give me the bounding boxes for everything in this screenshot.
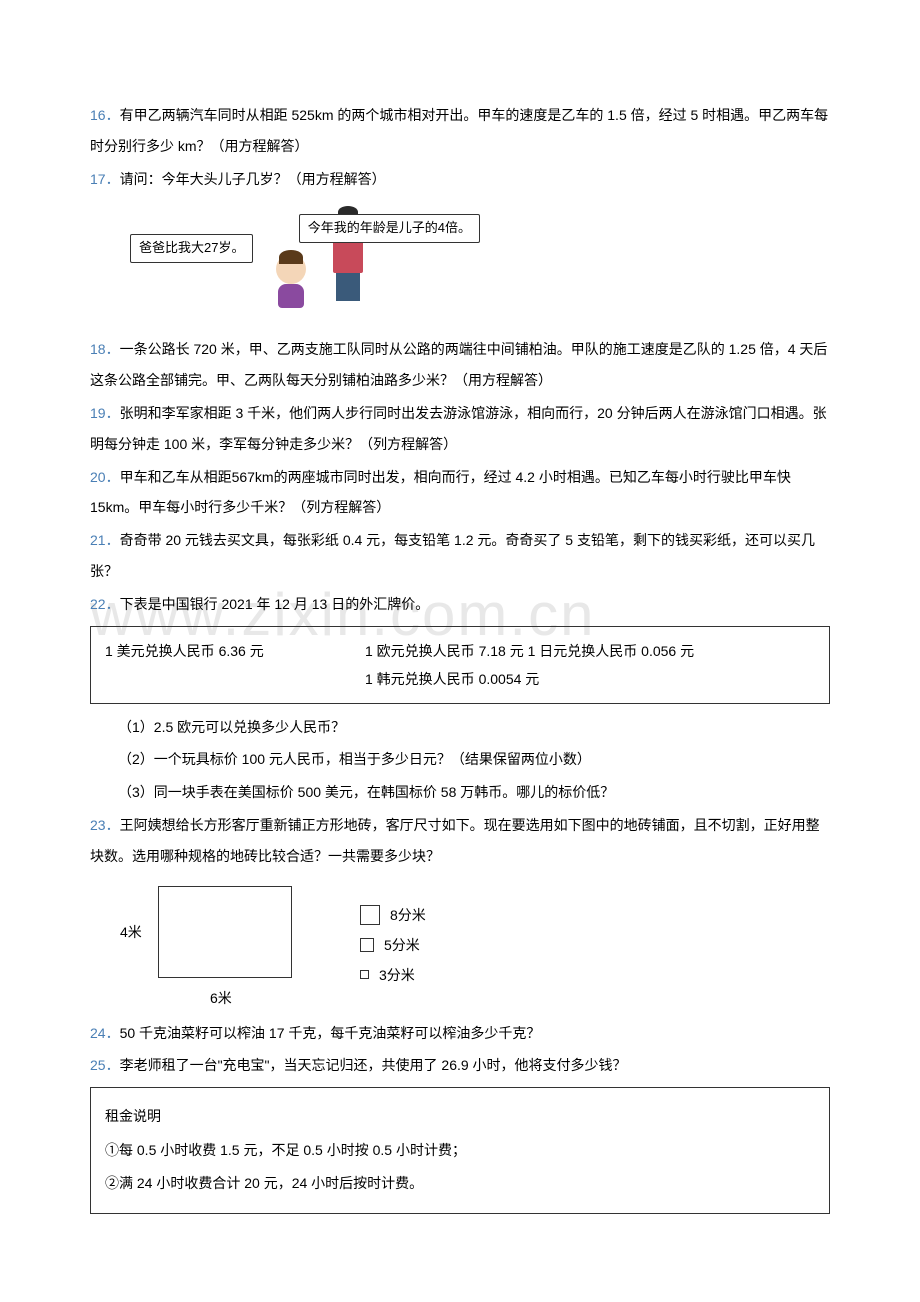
problem-num: 25． [90,1057,120,1073]
tile-option: 8分米 [360,905,426,925]
table-cell: 1 美元兑换人民币 6.36 元 [105,637,365,665]
exchange-rate-table: 1 美元兑换人民币 6.36 元 1 欧元兑换人民币 7.18 元 1 日元兑换… [90,626,830,704]
problem-18: 18．一条公路长 720 米，甲、乙两支施工队同时从公路的两端往中间铺柏油。甲队… [90,334,830,396]
problem-num: 23． [90,817,120,833]
problem-num: 18． [90,341,120,357]
problem-text: 奇奇带 20 元钱去买文具，每张彩纸 0.4 元，每支铅笔 1.2 元。奇奇买了… [90,532,815,579]
problem-text: 50 千克油菜籽可以榨油 17 千克，每千克油菜籽可以榨油多少千克？ [120,1025,541,1041]
problem-text: 一条公路长 720 米，甲、乙两支施工队同时从公路的两端往中间铺柏油。甲队的施工… [90,341,827,388]
problem-num: 20． [90,469,120,485]
problem-16: 16．有甲乙两辆汽车同时从相距 525km 的两个城市相对开出。甲车的速度是乙车… [90,100,830,162]
room-diagram: 4米 6米 [120,880,320,1010]
problem-22-sub2: （2）一个玩具标价 100 元人民币，相当于多少日元？（结果保留两位小数） [90,744,830,775]
kid-figure [270,254,312,314]
tile-option: 5分米 [360,935,426,955]
problem-num: 21． [90,532,120,548]
room-width-label: 6米 [210,988,232,1008]
problem-text: 下表是中国银行 2021 年 12 月 13 日的外汇牌价。 [120,596,430,612]
problem-17: 17．请问：今年大头儿子几岁？（用方程解答） [90,164,830,195]
tile-square-icon [360,970,369,979]
problem-17-figure: 爸爸比我大27岁。 今年我的年龄是儿子的4倍。 [130,204,480,324]
problem-num: 22． [90,596,120,612]
tile-label: 3分米 [379,965,415,985]
problem-num: 16． [90,107,120,123]
room-rect [158,886,292,978]
problem-text: 李老师租了一台"充电宝"，当天忘记归还，共使用了 26.9 小时，他将支付多少钱… [120,1057,627,1073]
tile-label: 8分米 [390,905,426,925]
speech-bubble-right: 今年我的年龄是儿子的4倍。 [299,214,480,242]
problem-num: 19． [90,405,120,421]
room-height-label: 4米 [120,922,142,942]
speech-bubble-left: 爸爸比我大27岁。 [130,234,253,262]
problem-19: 19．张明和李军家相距 3 千米，他们两人步行同时出发去游泳馆游泳，相向而行，2… [90,398,830,460]
tile-label: 5分米 [384,935,420,955]
rental-rule-1: ①每 0.5 小时收费 1.5 元，不足 0.5 小时按 0.5 小时计费； [105,1134,815,1168]
tile-options: 8分米 5分米 3分米 [360,905,426,985]
problem-22-sub1: （1）2.5 欧元可以兑换多少人民币？ [90,712,830,743]
tile-square-icon [360,905,380,925]
table-row: 1 美元兑换人民币 6.36 元 1 欧元兑换人民币 7.18 元 1 日元兑换… [105,637,815,665]
problem-23: 23．王阿姨想给长方形客厅重新铺正方形地砖，客厅尺寸如下。现在要选用如下图中的地… [90,810,830,872]
tile-square-icon [360,938,374,952]
rental-title: 租金说明 [105,1100,815,1134]
table-cell: 1 韩元兑换人民币 0.0054 元 [365,665,815,693]
table-cell [105,665,365,693]
problem-text: 请问：今年大头儿子几岁？（用方程解答） [120,171,386,187]
problem-25: 25．李老师租了一台"充电宝"，当天忘记归还，共使用了 26.9 小时，他将支付… [90,1050,830,1081]
problem-text: 甲车和乙车从相距567km的两座城市同时出发，相向而行，经过 4.2 小时相遇。… [90,469,791,516]
problem-num: 24． [90,1025,120,1041]
rental-rule-2: ②满 24 小时收费合计 20 元，24 小时后按时计费。 [105,1167,815,1201]
problem-24: 24．50 千克油菜籽可以榨油 17 千克，每千克油菜籽可以榨油多少千克？ [90,1018,830,1049]
tile-option: 3分米 [360,965,426,985]
table-row: 1 韩元兑换人民币 0.0054 元 [105,665,815,693]
problem-22-sub3: （3）同一块手表在美国标价 500 美元，在韩国标价 58 万韩币。哪儿的标价低… [90,777,830,808]
problem-text: 张明和李军家相距 3 千米，他们两人步行同时出发去游泳馆游泳，相向而行，20 分… [90,405,827,452]
problem-22: 22．下表是中国银行 2021 年 12 月 13 日的外汇牌价。 [90,589,830,620]
problem-num: 17． [90,171,120,187]
problem-23-figure: 4米 6米 8分米 5分米 3分米 [120,880,830,1010]
problem-text: 王阿姨想给长方形客厅重新铺正方形地砖，客厅尺寸如下。现在要选用如下图中的地砖铺面… [90,817,820,864]
problem-20: 20．甲车和乙车从相距567km的两座城市同时出发，相向而行，经过 4.2 小时… [90,462,830,524]
problem-21: 21．奇奇带 20 元钱去买文具，每张彩纸 0.4 元，每支铅笔 1.2 元。奇… [90,525,830,587]
table-cell: 1 欧元兑换人民币 7.18 元 1 日元兑换人民币 0.056 元 [365,637,815,665]
rental-info-box: 租金说明 ①每 0.5 小时收费 1.5 元，不足 0.5 小时按 0.5 小时… [90,1087,830,1214]
problem-text: 有甲乙两辆汽车同时从相距 525km 的两个城市相对开出。甲车的速度是乙车的 1… [90,107,828,154]
